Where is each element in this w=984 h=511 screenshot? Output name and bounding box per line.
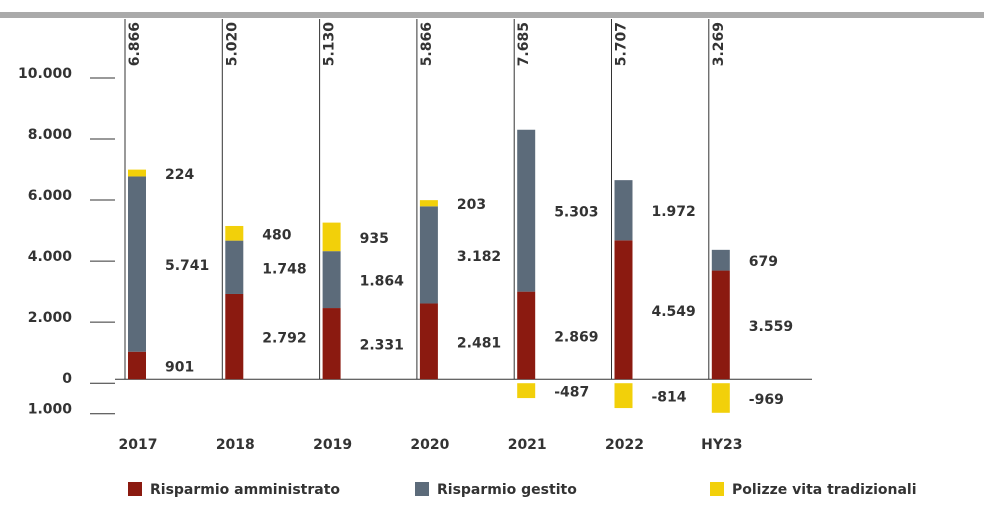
bar-segment (225, 225, 244, 241)
legend-label: Risparmio gestito (437, 482, 577, 498)
total-label: 5.707 (614, 22, 630, 66)
value-label: 5.741 (165, 258, 209, 274)
bar-segment (614, 180, 633, 241)
legend-swatch (128, 482, 142, 496)
value-label: -969 (749, 392, 784, 408)
y-tick-label: 2.000 (28, 310, 73, 326)
value-label: 2.331 (360, 338, 404, 354)
y-tick-label: 10.000 (18, 66, 72, 82)
bar-segment (322, 308, 341, 380)
total-label: 5.866 (419, 22, 435, 66)
value-label: 1.972 (652, 204, 696, 220)
legend-label: Polizze vita tradizionali (732, 482, 917, 498)
value-label: 5.303 (554, 205, 598, 221)
x-tick-label: 2017 (119, 437, 158, 453)
value-label: 203 (457, 197, 486, 213)
bar-segment (322, 251, 341, 309)
x-tick-label: 2022 (605, 437, 644, 453)
y-tick-label: 4.000 (28, 249, 73, 265)
bar-segment (128, 176, 146, 352)
bar-segment (419, 200, 438, 207)
value-label: 2.481 (457, 335, 501, 351)
bar-segment (419, 206, 438, 304)
value-label: 480 (262, 227, 291, 243)
x-tick-label: HY23 (701, 437, 742, 453)
bar-segment (322, 222, 341, 252)
value-label: 2.792 (262, 331, 306, 347)
x-tick-label: 2018 (216, 437, 255, 453)
legend-swatch (415, 482, 429, 496)
bar-segment (225, 293, 244, 380)
value-label: 901 (165, 359, 194, 375)
y-tick-label: 6.000 (28, 188, 73, 204)
value-label: 935 (360, 231, 389, 247)
y-tick-label: 0 (62, 371, 72, 387)
bar-segment (517, 291, 536, 380)
bar-segment (517, 383, 536, 399)
value-label: 679 (749, 254, 778, 270)
value-label: 1.748 (262, 261, 306, 277)
total-label: 7.685 (516, 22, 532, 66)
bar-segment (711, 383, 730, 413)
value-label: -814 (652, 390, 687, 406)
value-label: -487 (554, 385, 589, 401)
bar-segment (225, 240, 244, 294)
value-label: 4.549 (652, 304, 696, 320)
y-tick-label: 1.000 (28, 402, 73, 418)
bar-segment (128, 351, 146, 380)
bar-segment (614, 383, 633, 409)
bar-segment (711, 249, 730, 271)
total-label: 5.130 (322, 22, 338, 67)
x-tick-label: 2021 (508, 437, 547, 453)
value-label: 3.559 (749, 319, 793, 335)
bar-segment (517, 129, 536, 292)
total-label: 3.269 (711, 22, 727, 66)
value-label: 224 (165, 167, 194, 183)
legend-swatch (710, 482, 724, 496)
y-tick-label: 8.000 (28, 127, 73, 143)
legend-label: Risparmio amministrato (150, 482, 340, 498)
value-label: 3.182 (457, 249, 501, 265)
value-label: 2.869 (554, 329, 598, 345)
bar-segment (614, 240, 633, 380)
x-tick-label: 2019 (313, 437, 352, 453)
bar-segment (711, 270, 730, 380)
bar-segment (128, 169, 146, 177)
x-tick-label: 2020 (410, 437, 449, 453)
total-label: 5.020 (224, 22, 240, 67)
top-band (0, 12, 984, 18)
bar-segment (419, 303, 438, 380)
value-label: 1.864 (360, 274, 405, 290)
total-label: 6.866 (127, 22, 143, 66)
